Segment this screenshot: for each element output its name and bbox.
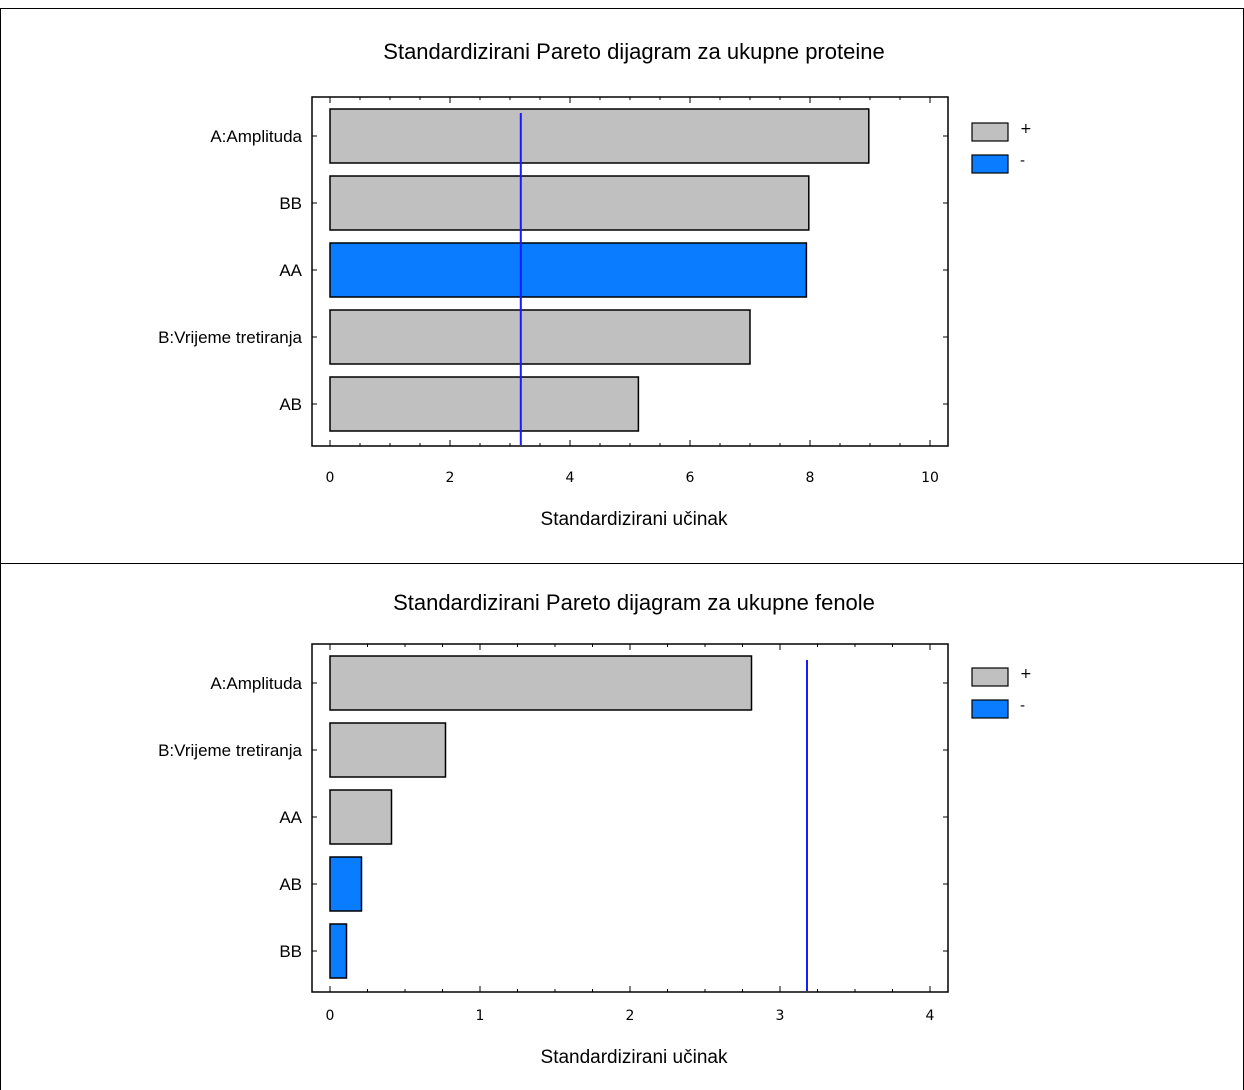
x-tick-label: 4	[566, 470, 575, 486]
pareto-chart-fenoli: Standardizirani Pareto dijagram za ukupn…	[0, 564, 1244, 1090]
category-label: AA	[279, 808, 302, 827]
x-tick-label: 3	[776, 1008, 785, 1024]
x-tick-label: 0	[326, 1008, 335, 1024]
legend-swatch	[972, 155, 1008, 173]
x-tick-label: 10	[921, 470, 939, 486]
legend-label: -	[1020, 153, 1025, 169]
x-axis-label: Standardizirani učinak	[541, 509, 728, 530]
bar	[330, 109, 869, 163]
bar	[330, 790, 392, 844]
category-label: AB	[279, 875, 302, 894]
x-tick-label: 4	[926, 1008, 935, 1024]
x-axis-label: Standardizirani učinak	[541, 1047, 728, 1068]
legend-swatch	[972, 700, 1008, 718]
legend-swatch	[972, 123, 1008, 141]
legend-label: -	[1020, 698, 1025, 714]
bar	[330, 243, 806, 297]
legend-swatch	[972, 668, 1008, 686]
legend-label: +	[1020, 666, 1032, 682]
category-label: A:Amplituda	[210, 674, 302, 693]
x-tick-label: 2	[446, 470, 455, 486]
category-label: BB	[279, 942, 302, 961]
category-label: B:Vrijeme tretiranja	[158, 741, 302, 760]
bar	[330, 656, 752, 710]
category-label: A:Amplituda	[210, 127, 302, 146]
bar	[330, 310, 750, 364]
category-label: AA	[279, 261, 302, 280]
bar	[330, 176, 809, 230]
bar	[330, 377, 638, 431]
x-tick-label: 2	[626, 1008, 635, 1024]
chart-title: Standardizirani Pareto dijagram za ukupn…	[383, 39, 884, 64]
category-label: BB	[279, 194, 302, 213]
legend-label: +	[1020, 121, 1032, 137]
category-label: AB	[279, 395, 302, 414]
pareto-chart-proteini: Standardizirani Pareto dijagram za ukupn…	[0, 9, 1244, 563]
bar	[330, 723, 446, 777]
x-tick-label: 1	[476, 1008, 485, 1024]
bar	[330, 857, 362, 911]
category-label: B:Vrijeme tretiranja	[158, 328, 302, 347]
chart-title: Standardizirani Pareto dijagram za ukupn…	[393, 590, 875, 615]
bar	[330, 924, 347, 978]
x-tick-label: 8	[806, 470, 815, 486]
x-tick-label: 6	[686, 470, 695, 486]
x-tick-label: 0	[326, 470, 335, 486]
